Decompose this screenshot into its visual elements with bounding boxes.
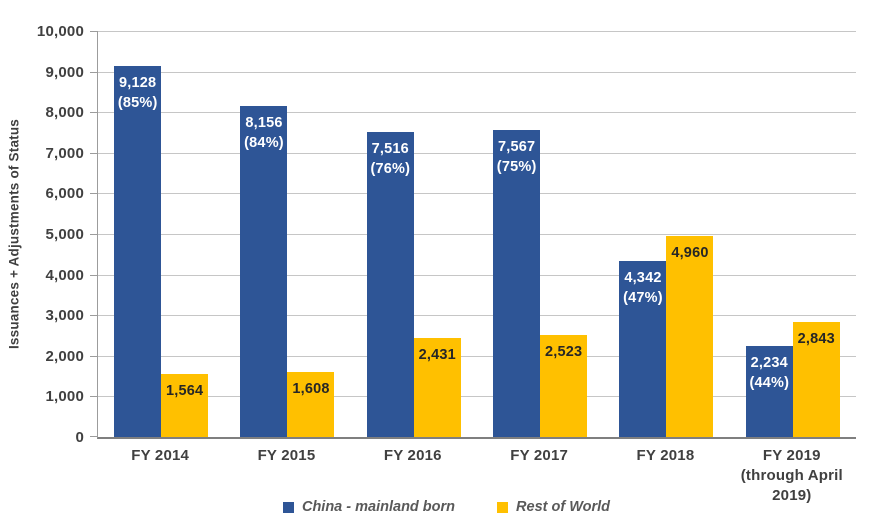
legend-swatch	[497, 501, 509, 513]
x-tick-label: FY 2014	[131, 447, 190, 464]
bar-data-label: 2,843	[781, 329, 852, 349]
y-tick-mark	[90, 355, 98, 357]
bar-value-label: 7,567	[497, 138, 536, 155]
bar-rest-of-world: 2,523	[540, 334, 588, 437]
bar-china: 8,156 (84%)	[240, 105, 288, 437]
bar-value-label: 8,156	[245, 114, 283, 131]
bar-data-label: 4,960	[654, 243, 725, 263]
bar-rest-of-world: 2,431	[413, 338, 461, 437]
bar-rest-of-world: 2,843	[792, 321, 840, 437]
bar-percent-label: (76%)	[370, 160, 411, 177]
bar-value-label: 1,564	[166, 382, 204, 399]
y-tick-label: 4,000	[45, 266, 84, 284]
bar-china: 7,516 (76%)	[366, 131, 414, 437]
y-tick-label: 1,000	[45, 388, 84, 406]
bar-china: 7,567 (75%)	[493, 129, 541, 437]
y-tick-mark	[90, 234, 98, 235]
x-tick-label: FY 2018	[636, 447, 695, 464]
bar-data-label: 8,156 (84%)	[228, 113, 299, 153]
y-tick-mark	[90, 71, 98, 73]
bar-data-label: 2,523	[528, 342, 599, 362]
plot-area: 9,128 (85%) 1,564 8,156 (84%) 1,608 7,516 (76%)…	[90, 31, 856, 439]
y-tick-label: 6,000	[45, 185, 84, 203]
bar-china: 2,234 (44%)	[745, 346, 793, 437]
gridline	[98, 71, 856, 73]
gridline	[98, 355, 856, 357]
gridline	[98, 31, 856, 32]
bar-rest-of-world: 1,564	[161, 373, 209, 437]
bar-rest-of-world: 1,608	[287, 371, 335, 437]
y-tick-label: 9,000	[45, 63, 84, 81]
bar-value-label: 2,431	[418, 347, 456, 364]
legend-item: China - mainland born	[282, 499, 456, 515]
bar-data-label: 7,516 (76%)	[355, 139, 426, 179]
y-tick-mark	[90, 31, 98, 32]
bar-data-label: 9,128 (85%)	[102, 73, 173, 113]
y-tick-label: 3,000	[45, 307, 84, 325]
gridline	[98, 152, 856, 154]
legend-swatch	[282, 501, 294, 513]
x-axis-tick-labels: FY 2014 FY 2015 FY 2016 FY 2017 FY 2018 FY 20…	[97, 446, 855, 506]
gridline	[98, 274, 856, 276]
bar-value-label: 2,523	[544, 343, 583, 360]
y-tick-label: 7,000	[45, 144, 84, 162]
gridline	[98, 234, 856, 235]
gridline	[98, 315, 856, 317]
bar-groups: 9,128 (85%) 1,564 8,156 (84%) 1,608 7,516 (76%)…	[98, 31, 856, 437]
legend-label: China - mainland born	[301, 499, 456, 515]
y-tick-mark	[90, 396, 98, 398]
legend-label: Rest of World	[516, 499, 611, 515]
bar-data-label: 7,567 (75%)	[481, 137, 552, 177]
bar-data-label: 2,234 (44%)	[734, 353, 805, 393]
legend: China - mainland born Rest of World	[0, 499, 893, 515]
y-tick-mark	[90, 274, 98, 276]
bar-value-label: 9,128	[119, 75, 157, 92]
bar-value-label: 4,342	[624, 269, 662, 286]
bar-group: 8,156 (84%) 1,608	[224, 31, 350, 437]
y-tick-label: 5,000	[45, 226, 84, 243]
x-tick-label: FY 2019 (through April 2019)	[740, 447, 843, 504]
y-tick-mark	[90, 152, 98, 154]
y-tick-label: 0	[75, 429, 84, 446]
legend-item: Rest of World	[497, 499, 610, 515]
bar-rest-of-world: 4,960	[666, 235, 714, 437]
bar-value-label: 4,960	[671, 244, 709, 261]
x-tick-label: FY 2017	[510, 447, 569, 464]
y-tick-mark	[90, 112, 98, 114]
bar-group: 4,342 (47%) 4,960	[603, 31, 729, 437]
y-tick-label: 8,000	[45, 104, 84, 122]
bar-data-label: 4,342 (47%)	[607, 268, 678, 308]
bar-percent-label: (44%)	[749, 375, 790, 392]
bar-china: 4,342 (47%)	[619, 260, 667, 437]
y-axis-tick-labels: 0 1,000 2,000 3,000 4,000 5,000 6,000 7,000 8,00…	[0, 23, 84, 446]
bar-data-label: 1,608	[275, 379, 346, 399]
x-tick-label: FY 2015	[257, 447, 316, 464]
gridline	[98, 193, 856, 195]
bar-group: 7,567 (75%) 2,523	[477, 31, 603, 437]
bar-value-label: 2,234	[750, 355, 788, 372]
bar-percent-label: (85%)	[117, 95, 158, 112]
y-tick-label: 10,000	[36, 23, 84, 40]
bar-data-label: 2,431	[402, 345, 473, 365]
gridline	[98, 396, 856, 398]
bar-percent-label: (47%)	[623, 289, 663, 306]
y-tick-mark	[90, 315, 98, 317]
bar-percent-label: (84%)	[244, 134, 284, 151]
bar-value-label: 2,843	[797, 330, 835, 347]
bar-group: 7,516 (76%) 2,431	[351, 31, 477, 437]
x-tick-label: FY 2016	[383, 447, 442, 464]
bar-value-label: 1,608	[292, 380, 330, 397]
bar-group: 2,234 (44%) 2,843	[730, 31, 856, 437]
bar-data-label: 1,564	[149, 381, 220, 401]
y-tick-mark	[90, 436, 98, 437]
bar-percent-label: (75%)	[496, 158, 537, 175]
y-tick-mark	[90, 193, 98, 195]
bar-china: 9,128 (85%)	[114, 66, 162, 437]
bar-group: 9,128 (85%) 1,564	[98, 31, 224, 437]
gridline	[98, 112, 856, 114]
y-tick-label: 2,000	[45, 347, 84, 365]
bar-value-label: 7,516	[371, 140, 409, 157]
